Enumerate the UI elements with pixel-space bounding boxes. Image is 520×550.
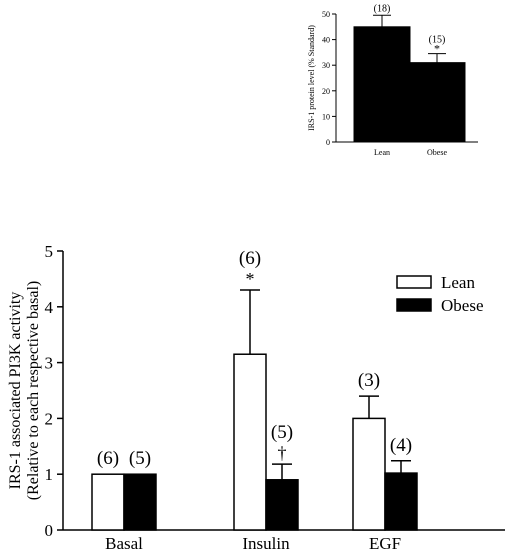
bottom-y-tick-label: 3 <box>45 354 54 373</box>
bottom-bar-obese-egf <box>384 472 418 531</box>
bottom-category-label: Basal <box>105 534 143 550</box>
bottom-bar-lean-basal <box>91 473 125 531</box>
bottom-category-label: Insulin <box>242 534 290 550</box>
top-n-label: (18) <box>374 3 391 14</box>
bottom-chart: 0 1 2 3 4 5 IRS-1 associated PI3K activity (Rel… <box>7 242 505 550</box>
top-y-tick-label: 20 <box>322 87 330 96</box>
legend-swatch-lean <box>396 275 432 289</box>
bottom-n-label: (3) <box>358 370 380 391</box>
top-bar-lean <box>353 26 411 143</box>
legend-label-lean: Lean <box>441 273 475 292</box>
top-category-label: Obese <box>427 148 447 157</box>
bottom-y-tick-label: 5 <box>45 242 54 261</box>
bottom-y-tick-label: 0 <box>45 521 54 540</box>
legend-swatch-obese <box>396 298 432 312</box>
bottom-category-label: EGF <box>369 534 401 550</box>
bottom-y-tick-label: 4 <box>45 298 54 317</box>
bottom-significance-marker: † <box>278 443 287 463</box>
bottom-y-tick-label: 1 <box>45 465 54 484</box>
bottom-n-label: (6) <box>97 448 119 469</box>
bottom-n-label: (5) <box>129 448 151 469</box>
top-category-label: Lean <box>374 148 390 157</box>
top-y-tick-label: 50 <box>322 10 330 19</box>
top-y-tick-label: 10 <box>322 112 330 121</box>
top-n-label: (15) <box>429 35 446 46</box>
top-y-tick-label: 30 <box>322 61 330 70</box>
bottom-n-label: (4) <box>390 435 412 456</box>
top-chart: 0 10 20 30 40 50 IRS-1 protein level (% Standa… <box>307 3 478 157</box>
top-significance-marker: * <box>434 42 440 56</box>
bottom-significance-marker: * <box>246 269 255 289</box>
bottom-bar-obese-insulin <box>265 479 299 531</box>
bottom-n-label: (6) <box>239 248 261 269</box>
bottom-n-label: (5) <box>271 422 293 443</box>
bottom-y-axis-label-line1: IRS-1 associated PI3K activity <box>7 292 24 490</box>
bottom-y-tick-label: 2 <box>45 409 54 428</box>
bottom-bar-lean-egf <box>352 417 386 531</box>
top-bar-obese <box>408 62 466 143</box>
bottom-bar-obese-basal <box>123 473 157 531</box>
bottom-y-axis-label-line2: (Relative to each respective basal) <box>25 281 42 500</box>
legend-label-obese: Obese <box>441 296 483 315</box>
bottom-bar-lean-insulin <box>233 353 267 531</box>
top-y-tick-label: 0 <box>326 138 330 147</box>
top-y-axis-label: IRS-1 protein level (% Standard) <box>307 25 316 131</box>
top-y-tick-label: 40 <box>322 36 330 45</box>
